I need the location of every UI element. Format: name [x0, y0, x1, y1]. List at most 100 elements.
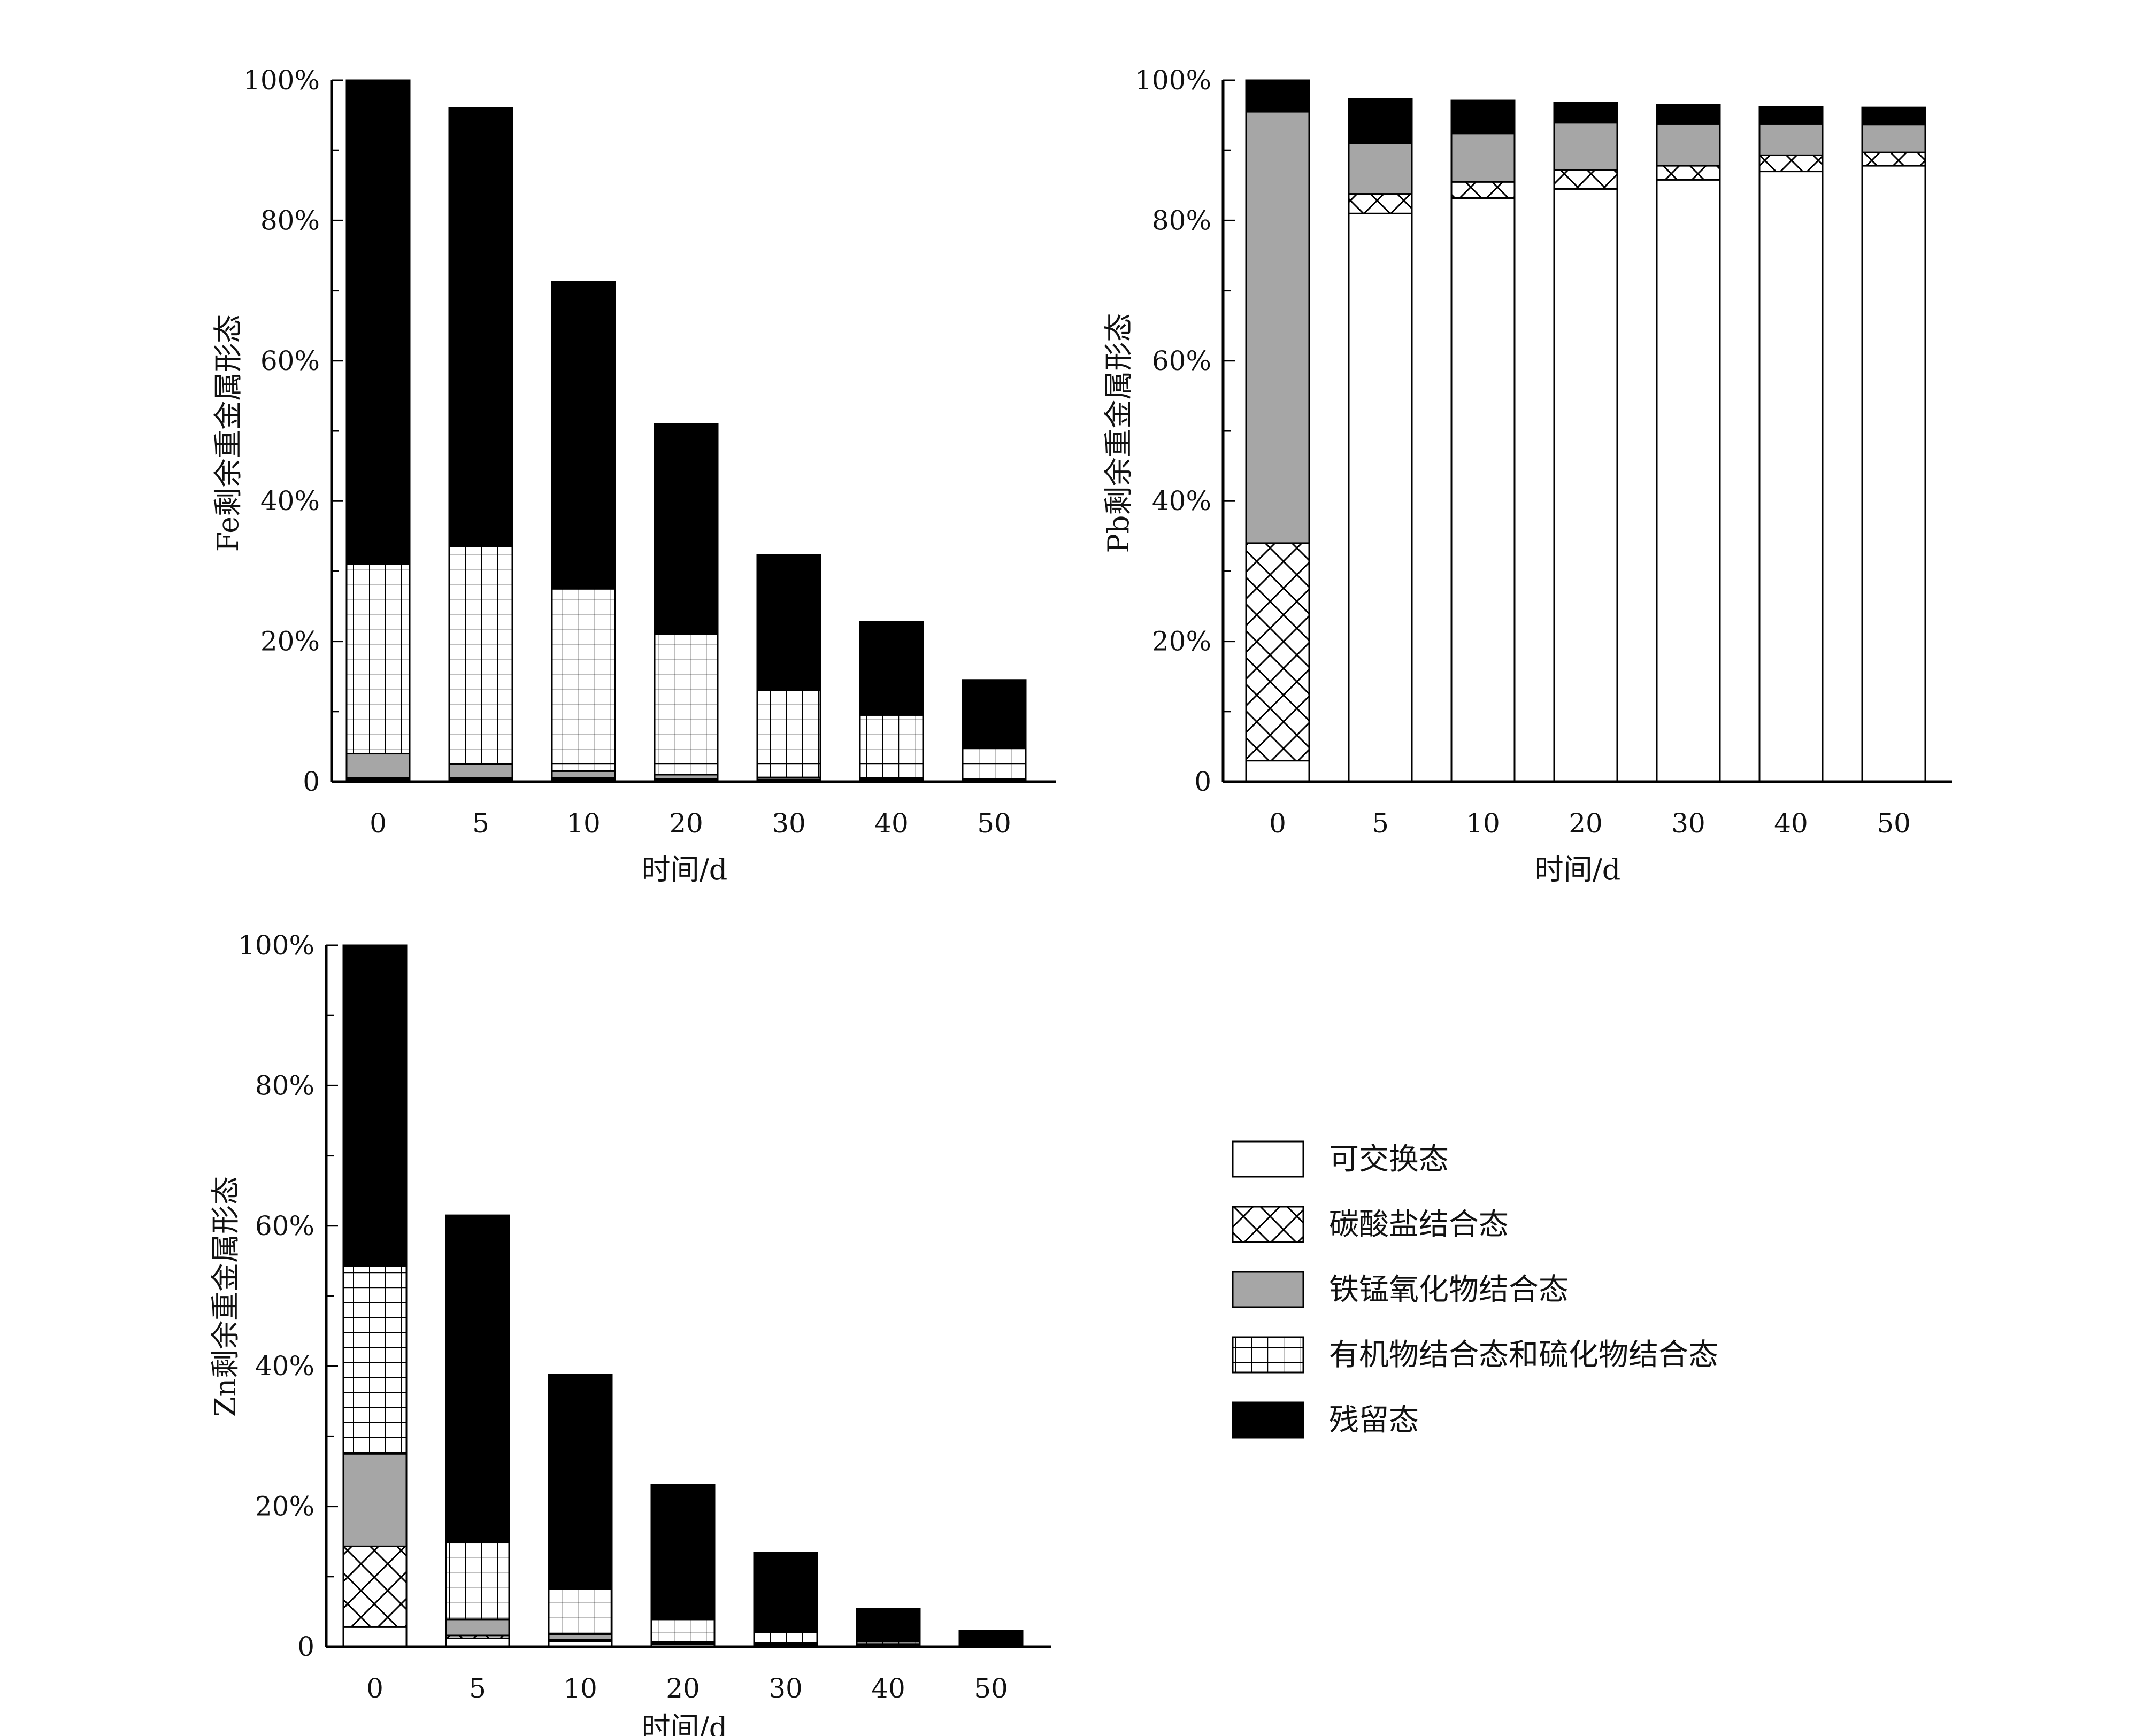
bar-segment-organic_sulfide	[650, 1618, 716, 1643]
legend-label: 有机物结合态和硫化物结合态	[1329, 1338, 1718, 1372]
x-tick-label: 10	[563, 1673, 597, 1704]
x-tick-label: 30	[772, 808, 806, 839]
y-tick-label: 0	[1194, 766, 1211, 797]
bar-segment-fe_mn_oxide	[548, 1633, 613, 1641]
bar-segment-residual	[958, 1630, 1024, 1645]
x-axis-title-fe: 时间/d	[642, 853, 728, 886]
bar-segment-residual	[859, 621, 924, 716]
bar-segment-residual	[856, 1608, 921, 1643]
bar-segment-residual	[551, 281, 616, 590]
bar-segment-fe_mn_oxide	[1861, 124, 1926, 153]
bar-segment-exchangeable	[1656, 179, 1721, 783]
y-tick-label: 80%	[255, 1070, 314, 1101]
x-tick-label: 5	[472, 808, 489, 839]
bar-segment-exchangeable	[1758, 171, 1824, 783]
bar-segment-organic_sulfide	[445, 1541, 510, 1621]
x-tick-label: 40	[871, 1673, 905, 1704]
bar-segment-exchangeable	[1245, 760, 1310, 783]
bar-segment-fe_mn_oxide	[1245, 111, 1310, 544]
x-tick-label: 5	[469, 1673, 486, 1704]
bar-segment-residual	[753, 1552, 818, 1633]
bar-group-pb	[1245, 79, 1926, 783]
y-tick-label: 0	[297, 1631, 314, 1662]
x-tick-label: 10	[566, 808, 601, 839]
bar-segment-residual	[1656, 104, 1721, 124]
bar-segment-carbonate	[1348, 193, 1413, 214]
x-tick-label: 30	[1671, 808, 1705, 839]
bar-segment-fe_mn_oxide	[551, 770, 616, 779]
x-tick-label: 30	[769, 1673, 803, 1704]
bar-segment-exchangeable	[1348, 212, 1413, 783]
x-tick-label: 50	[974, 1673, 1008, 1704]
y-tick-label: 100%	[238, 930, 314, 961]
x-tick-label: 20	[669, 808, 703, 839]
y-tick-label: 0	[303, 766, 320, 797]
x-axis-title-pb: 时间/d	[1535, 853, 1621, 886]
legend-label: 碳酸盐结合态	[1329, 1207, 1509, 1242]
bar-segment-organic_sulfide	[859, 714, 924, 779]
bar-segment-exchangeable	[1450, 197, 1516, 783]
axes-pb: 0 5 10 20 30 40 50 0 20% 40% 60% 80% 100%	[1135, 65, 1952, 839]
x-tick-label: 40	[874, 808, 909, 839]
bar-segment-exchangeable	[342, 1626, 408, 1648]
bar-segment-fe_mn_oxide	[1656, 122, 1721, 167]
bar-segment-organic_sulfide	[448, 545, 513, 765]
bar-segment-residual	[654, 423, 719, 635]
y-tick-label: 100%	[1135, 65, 1211, 96]
y-tick-label: 40%	[1152, 485, 1211, 516]
legend-item-fe_mn_oxide: 铁锰氧化物结合态	[1232, 1271, 1569, 1308]
bar-segment-residual	[1553, 102, 1618, 122]
bar-segment-residual	[1245, 79, 1310, 112]
y-tick-label: 20%	[255, 1491, 314, 1522]
legend-item-organic_sulfide: 有机物结合态和硫化物结合态	[1232, 1336, 1718, 1374]
y-tick-label: 20%	[260, 626, 320, 657]
x-tick-label: 10	[1466, 808, 1500, 839]
x-tick-label: 0	[366, 1673, 383, 1704]
chart-panel-pb: Pb剩余重金属形态 时间/d 0 5 10 20 30 40 50 0 20% 40% 60% 80%…	[1102, 65, 1952, 886]
bar-segment-residual	[445, 1214, 510, 1544]
bar-segment-carbonate	[1450, 181, 1516, 199]
y-tick-label: 80%	[1152, 205, 1211, 236]
bar-segment-carbonate	[1758, 154, 1824, 173]
bar-segment-residual	[345, 79, 411, 565]
bar-segment-carbonate	[1656, 165, 1721, 181]
bar-segment-organic_sulfide	[548, 1588, 613, 1635]
bar-segment-organic_sulfide	[551, 588, 616, 772]
bar-segment-exchangeable	[1553, 188, 1618, 783]
bar-segment-fe_mn_oxide	[342, 1453, 408, 1547]
bar-segment-carbonate	[1553, 169, 1618, 190]
bar-segment-residual	[1348, 98, 1413, 143]
bar-segment-residual	[1861, 106, 1926, 124]
bar-segment-exchangeable	[1861, 165, 1926, 783]
bar-segment-organic_sulfide	[342, 1265, 408, 1455]
y-axis-title-fe: Fe剩余重金属形态	[211, 314, 245, 552]
bar-segment-residual	[448, 107, 513, 547]
bar-group-fe	[345, 79, 1027, 783]
bar-group-zn	[342, 944, 1024, 1648]
legend-item-carbonate: 碳酸盐结合态	[1232, 1206, 1509, 1243]
y-tick-label: 40%	[260, 485, 320, 516]
x-tick-label: 0	[370, 808, 387, 839]
x-tick-label: 50	[1877, 808, 1911, 839]
x-tick-label: 50	[977, 808, 1011, 839]
y-tick-label: 20%	[1152, 626, 1211, 657]
bar-segment-fe_mn_oxide	[445, 1618, 510, 1637]
bar-segment-fe_mn_oxide	[1553, 121, 1618, 171]
x-tick-label: 0	[1269, 808, 1286, 839]
x-tick-label: 5	[1372, 808, 1389, 839]
legend-swatch	[1232, 1140, 1304, 1178]
bar-segment-residual	[1450, 99, 1516, 133]
legend-label: 可交换态	[1329, 1142, 1449, 1177]
x-tick-label: 40	[1774, 808, 1808, 839]
bar-segment-organic_sulfide	[345, 563, 411, 755]
bar-segment-carbonate	[1245, 542, 1310, 762]
y-tick-label: 60%	[260, 345, 320, 376]
bar-segment-organic_sulfide	[753, 1631, 818, 1644]
legend-swatch	[1232, 1271, 1304, 1308]
legend-label: 铁锰氧化物结合态	[1329, 1272, 1569, 1307]
x-tick-label: 20	[1569, 808, 1603, 839]
chart-panel-fe: Fe剩余重金属形态 时间/d 0 5 10 20 30 40 50 0 20% 40% 60% 80%…	[211, 65, 1056, 886]
y-tick-label: 80%	[260, 205, 320, 236]
y-tick-label: 40%	[255, 1351, 314, 1382]
